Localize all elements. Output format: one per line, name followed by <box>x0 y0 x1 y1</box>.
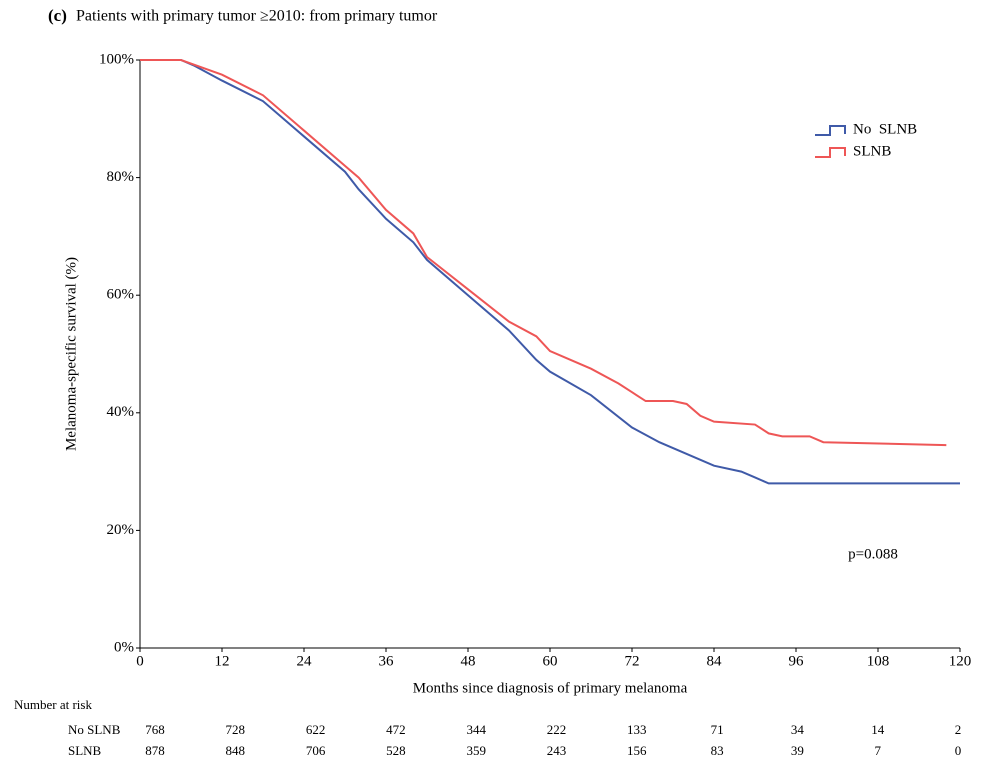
x-tick-label: 108 <box>867 653 890 669</box>
risk-row-label: No SLNB <box>68 722 121 737</box>
survival-curve <box>140 59 960 485</box>
risk-table-title: Number at risk <box>14 697 92 712</box>
panel-label: (c) <box>48 6 67 25</box>
y-tick-label: 100% <box>99 51 134 67</box>
risk-value: 848 <box>226 743 246 758</box>
x-tick-label: 96 <box>789 653 805 669</box>
legend-symbol <box>815 147 846 158</box>
legend-label: SLNB <box>853 143 891 159</box>
risk-value: 0 <box>955 743 962 758</box>
legend-symbol <box>815 125 846 136</box>
risk-value: 472 <box>386 722 406 737</box>
risk-value: 359 <box>466 743 486 758</box>
x-tick-label: 60 <box>543 653 558 669</box>
risk-value: 83 <box>711 743 724 758</box>
x-axis-title: Months since diagnosis of primary melano… <box>413 680 688 696</box>
x-tick-label: 36 <box>379 653 395 669</box>
y-tick-label: 20% <box>107 522 135 538</box>
annotation: p=0.088 <box>848 546 898 562</box>
risk-value: 133 <box>627 722 647 737</box>
risk-value: 2 <box>955 722 962 737</box>
risk-value: 728 <box>226 722 246 737</box>
risk-value: 706 <box>306 743 326 758</box>
risk-value: 156 <box>627 743 647 758</box>
y-tick-label: 60% <box>107 287 135 303</box>
risk-value: 768 <box>145 722 165 737</box>
chart-title: Patients with primary tumor ≥2010: from … <box>76 8 438 25</box>
x-tick-label: 48 <box>461 653 476 669</box>
risk-value: 222 <box>547 722 567 737</box>
y-tick-label: 40% <box>107 404 135 420</box>
risk-value: 528 <box>386 743 406 758</box>
risk-value: 14 <box>871 722 885 737</box>
survival-curve <box>140 59 947 447</box>
risk-value: 39 <box>791 743 804 758</box>
y-axis-title: Melanoma-specific survival (%) <box>63 257 79 451</box>
x-tick-label: 12 <box>215 653 230 669</box>
risk-value: 34 <box>791 722 805 737</box>
risk-value: 243 <box>547 743 567 758</box>
x-tick-label: 84 <box>707 653 723 669</box>
y-tick-label: 80% <box>107 169 135 185</box>
risk-value: 71 <box>711 722 724 737</box>
risk-value: 344 <box>466 722 486 737</box>
x-tick-label: 24 <box>297 653 313 669</box>
x-tick-label: 0 <box>136 653 144 669</box>
x-tick-label: 72 <box>625 653 640 669</box>
x-tick-label: 120 <box>949 653 972 669</box>
risk-value: 622 <box>306 722 326 737</box>
risk-row-label: SLNB <box>68 743 102 758</box>
risk-value: 7 <box>874 743 881 758</box>
y-tick-label: 0% <box>114 639 134 655</box>
legend-label: No SLNB <box>853 121 917 137</box>
risk-value: 878 <box>145 743 165 758</box>
